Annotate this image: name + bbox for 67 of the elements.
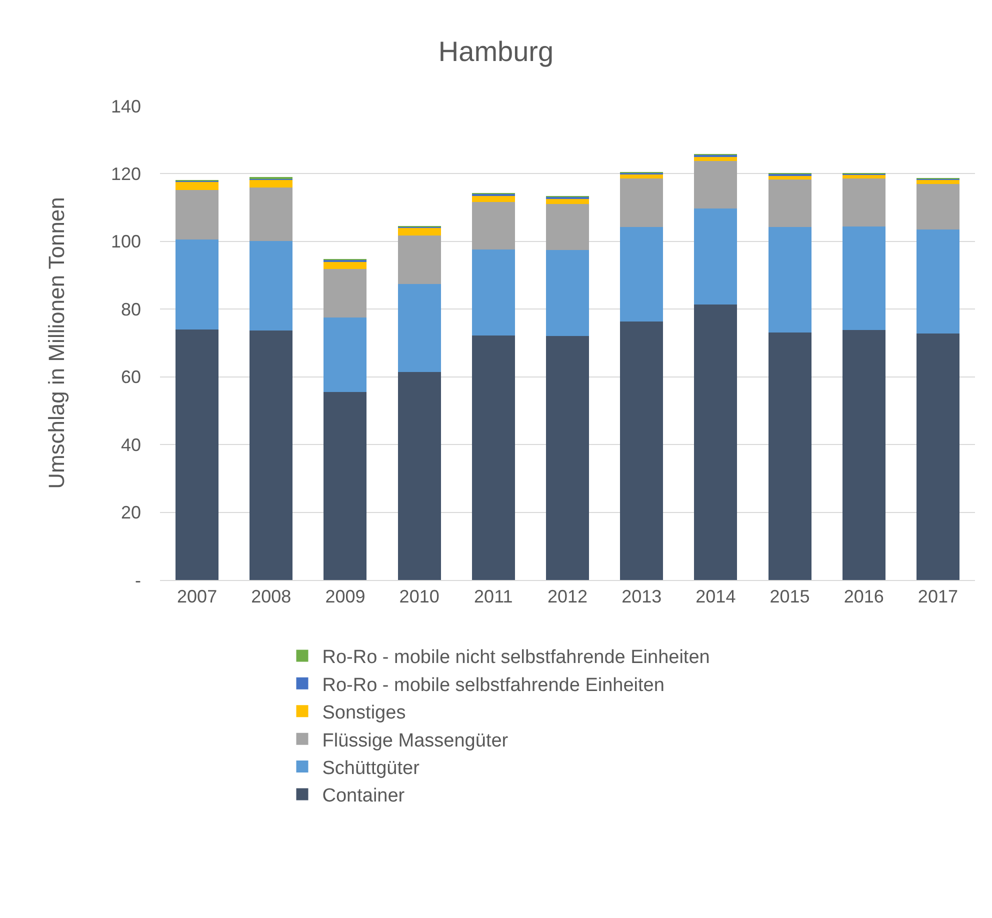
bar bbox=[620, 322, 664, 580]
bar bbox=[250, 188, 293, 241]
y-tick-label: 120 bbox=[110, 164, 141, 184]
legend-label: Flüssige Massengüter bbox=[322, 730, 509, 752]
bar bbox=[398, 228, 441, 236]
bar bbox=[324, 317, 367, 392]
bar bbox=[250, 240, 293, 330]
y-tick-label: 40 bbox=[120, 434, 141, 455]
bar bbox=[398, 235, 441, 284]
bar bbox=[472, 250, 515, 336]
bar bbox=[694, 208, 738, 305]
bar bbox=[176, 182, 219, 190]
y-tick-label: 140 bbox=[110, 96, 141, 116]
bar bbox=[620, 174, 664, 178]
legend-label: Sonstiges bbox=[322, 702, 406, 724]
y-tick-label: 20 bbox=[120, 502, 141, 523]
bar bbox=[546, 204, 589, 250]
bar bbox=[176, 190, 219, 240]
bar bbox=[694, 304, 738, 580]
legend-label: Schüttgüter bbox=[322, 758, 420, 779]
x-tick-label: 2013 bbox=[622, 586, 662, 607]
bar bbox=[768, 179, 812, 228]
bar bbox=[768, 227, 812, 332]
bar bbox=[768, 332, 812, 580]
bar bbox=[916, 179, 960, 184]
legend-label: Ro-Ro - mobile selbstfahrende Einheiten bbox=[322, 674, 664, 696]
bar bbox=[842, 174, 886, 178]
bar bbox=[620, 227, 664, 322]
y-tick-label: 80 bbox=[120, 299, 141, 320]
bar bbox=[324, 268, 367, 318]
bar bbox=[324, 392, 367, 580]
x-tick-label: 2017 bbox=[918, 586, 958, 607]
y-tick-label: 60 bbox=[120, 367, 141, 388]
y-tick-label: 100 bbox=[110, 232, 141, 252]
y-axis-title: Umschlag in Millionen Tonnen bbox=[44, 197, 69, 489]
legend-label: Container bbox=[322, 786, 406, 807]
bar bbox=[250, 179, 293, 188]
x-tick-label: 2014 bbox=[696, 586, 736, 607]
bar bbox=[176, 240, 219, 330]
x-tick-label: 2008 bbox=[251, 586, 292, 607]
bar bbox=[546, 250, 589, 336]
bar bbox=[546, 336, 589, 580]
x-tick-label: 2012 bbox=[547, 586, 588, 607]
bar bbox=[916, 230, 960, 334]
x-tick-label: 2007 bbox=[177, 586, 218, 607]
bar bbox=[176, 329, 219, 580]
bar bbox=[546, 198, 589, 204]
bar bbox=[398, 372, 441, 580]
legend-label: Ro-Ro - mobile nicht selbstfahrende Einheiten bbox=[322, 647, 710, 668]
bar bbox=[472, 202, 515, 250]
bar bbox=[398, 284, 441, 372]
x-tick-label: 2015 bbox=[770, 586, 810, 607]
bar bbox=[250, 330, 293, 580]
y-tick-label: - bbox=[135, 570, 141, 590]
bar bbox=[842, 330, 886, 580]
bar bbox=[842, 226, 886, 330]
bar bbox=[842, 178, 886, 227]
x-tick-label: 2011 bbox=[474, 586, 513, 607]
bar bbox=[916, 184, 960, 230]
x-tick-label: 2016 bbox=[844, 586, 884, 607]
bar bbox=[916, 334, 960, 580]
x-tick-label: 2010 bbox=[399, 586, 440, 607]
chart-title: Hamburg bbox=[438, 36, 554, 67]
x-tick-label: 2009 bbox=[325, 586, 366, 607]
bar bbox=[694, 160, 738, 209]
bar bbox=[472, 336, 515, 580]
bar bbox=[620, 178, 664, 228]
